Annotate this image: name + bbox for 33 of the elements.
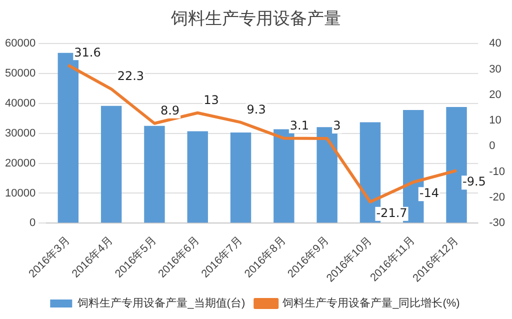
data-label: 3.1 [290,118,310,132]
data-label: -21.7 [376,206,408,220]
y2-tick-label: 40 [489,38,502,50]
data-label: 31.6 [74,45,101,60]
y2-tick-label: 10 [489,114,502,127]
bar [187,131,208,223]
data-label: 9.3 [246,102,266,116]
data-label: 8.9 [160,104,180,118]
y2-tick-label: -10 [489,166,506,178]
y-tick-label: 50000 [4,68,36,80]
data-label: 13 [204,92,219,107]
y-tick-label: 20000 [4,157,36,170]
y2-tick-label: 0 [489,140,496,152]
y-tick-label: 10000 [4,187,36,200]
data-label: 22.3 [117,69,144,84]
chart-title: 饲料生产专用设备产量 [170,8,342,31]
legend-label: 饲料生产专用设备产量_当期值(台) [76,296,246,310]
y-tick-label: 40000 [4,97,36,110]
bar [274,129,294,223]
legend-label: 饲料生产专用设备产量_同比增长(%) [282,296,460,310]
bar [230,132,252,223]
y2-tick-label: 20 [489,88,502,101]
data-label: -14 [419,186,439,200]
y-tick-label: 30000 [4,127,36,140]
bar [100,106,122,223]
y-tick-label: 60000 [4,38,36,50]
bar [144,126,165,223]
data-label: 3 [333,118,341,133]
data-label: -9.5 [462,174,486,189]
y2-tick-label: 30 [489,63,502,76]
y2-tick-label: -20 [489,192,506,204]
y-tick-label: 0 [29,217,36,230]
y2-tick-label: -30 [489,217,506,230]
